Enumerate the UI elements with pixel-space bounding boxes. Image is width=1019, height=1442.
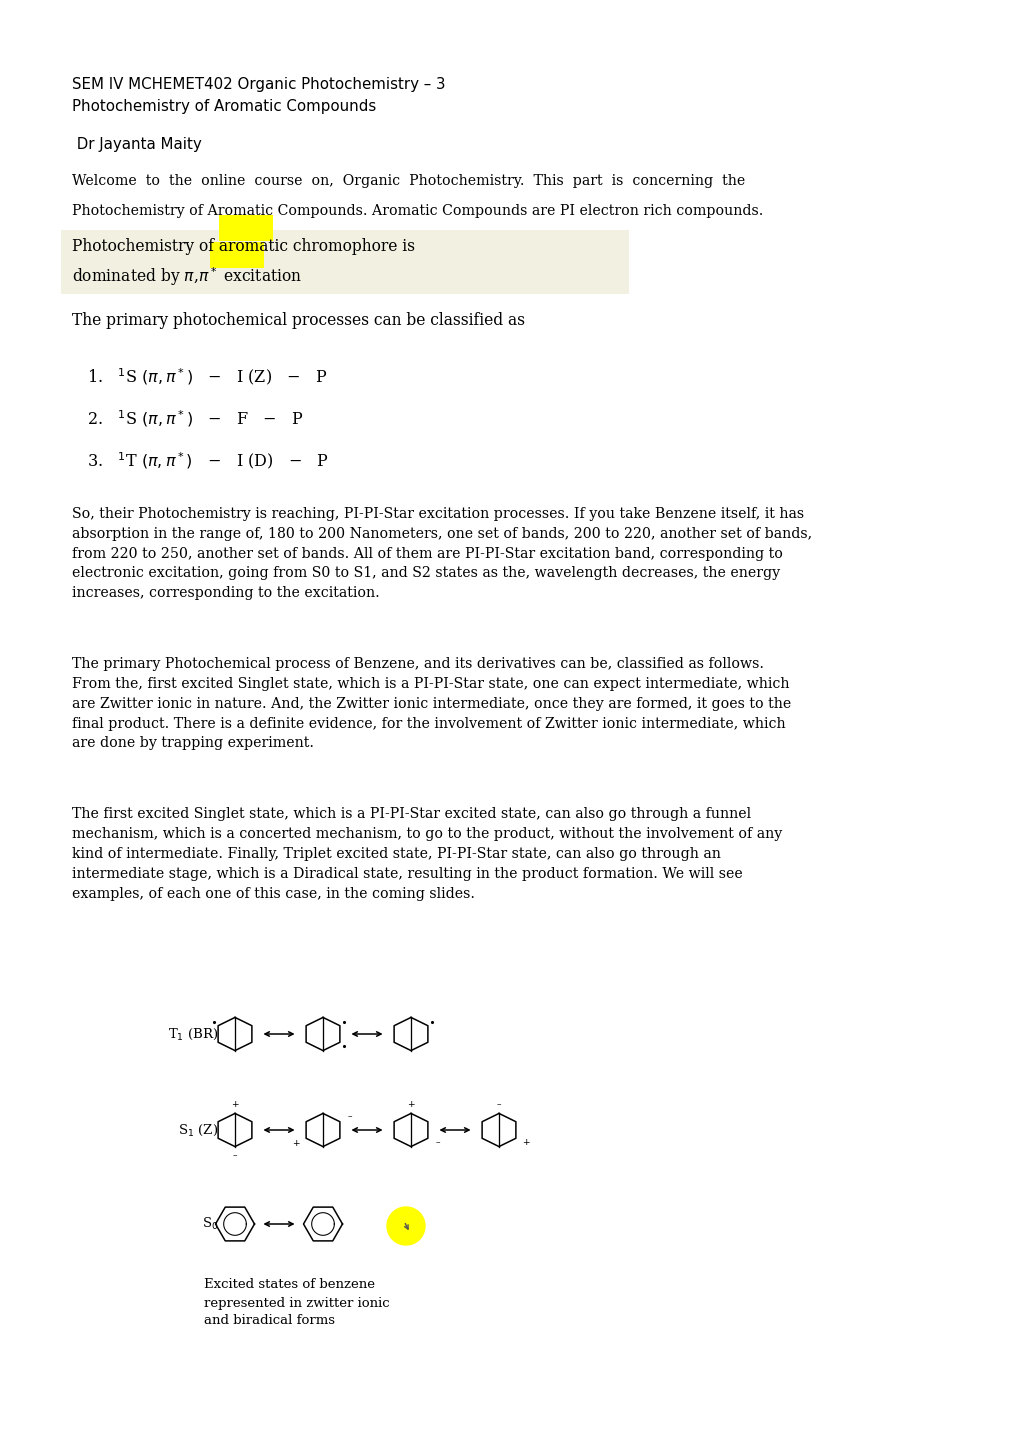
Text: Photochemistry of Aromatic Compounds. Aromatic Compounds are PI electron rich co: Photochemistry of Aromatic Compounds. Ar… [72,205,762,218]
Text: –: – [435,1138,440,1146]
FancyBboxPatch shape [218,215,272,241]
FancyBboxPatch shape [61,231,629,294]
Text: +: + [231,1100,238,1109]
Text: +: + [407,1100,415,1109]
Text: The primary Photochemical process of Benzene, and its derivatives can be, classi: The primary Photochemical process of Ben… [72,658,791,750]
Text: 1.   $^1$S $(\pi,\pi^*)$   $-$   I (Z)   $-$   P: 1. $^1$S $(\pi,\pi^*)$ $-$ I (Z) $-$ P [87,366,327,386]
Text: 2.   $^1$S $(\pi,\pi^*)$   $-$   F   $-$   P: 2. $^1$S $(\pi,\pi^*)$ $-$ F $-$ P [87,408,304,428]
Text: So, their Photochemistry is reaching, PI-PI-Star excitation processes. If you ta: So, their Photochemistry is reaching, PI… [72,508,811,600]
Text: –: – [347,1112,352,1122]
Text: T$_1$ (BR): T$_1$ (BR) [167,1027,218,1041]
Text: S$_1$ (Z): S$_1$ (Z) [177,1122,218,1138]
Text: –: – [232,1151,237,1159]
Text: dominated by $\pi$,$\pi^*$ excitation: dominated by $\pi$,$\pi^*$ excitation [72,265,302,288]
Text: Photochemistry of Aromatic Compounds: Photochemistry of Aromatic Compounds [72,99,376,114]
Text: 3.   $^1$T $(\pi,\pi^*)$   $-$   I (D)   $-$   P: 3. $^1$T $(\pi,\pi^*)$ $-$ I (D) $-$ P [87,450,328,472]
Circle shape [386,1207,425,1244]
Text: S$_0$: S$_0$ [202,1216,218,1231]
Text: Welcome  to  the  online  course  on,  Organic  Photochemistry.  This  part  is : Welcome to the online course on, Organic… [72,174,745,187]
Text: +: + [522,1138,529,1146]
Text: –: – [496,1100,500,1109]
Text: +: + [292,1139,300,1148]
Text: Dr Jayanta Maity: Dr Jayanta Maity [72,137,202,151]
Text: Excited states of benzene
represented in zwitter ionic
and biradical forms: Excited states of benzene represented in… [204,1279,388,1328]
Text: Photochemistry of aromatic chromophore is: Photochemistry of aromatic chromophore i… [72,238,415,255]
Text: SEM IV MCHEMET402 Organic Photochemistry – 3: SEM IV MCHEMET402 Organic Photochemistry… [72,76,445,92]
Text: The first excited Singlet state, which is a PI-PI-Star excited state, can also g: The first excited Singlet state, which i… [72,808,782,901]
FancyBboxPatch shape [210,242,264,268]
Text: The primary photochemical processes can be classified as: The primary photochemical processes can … [72,311,525,329]
